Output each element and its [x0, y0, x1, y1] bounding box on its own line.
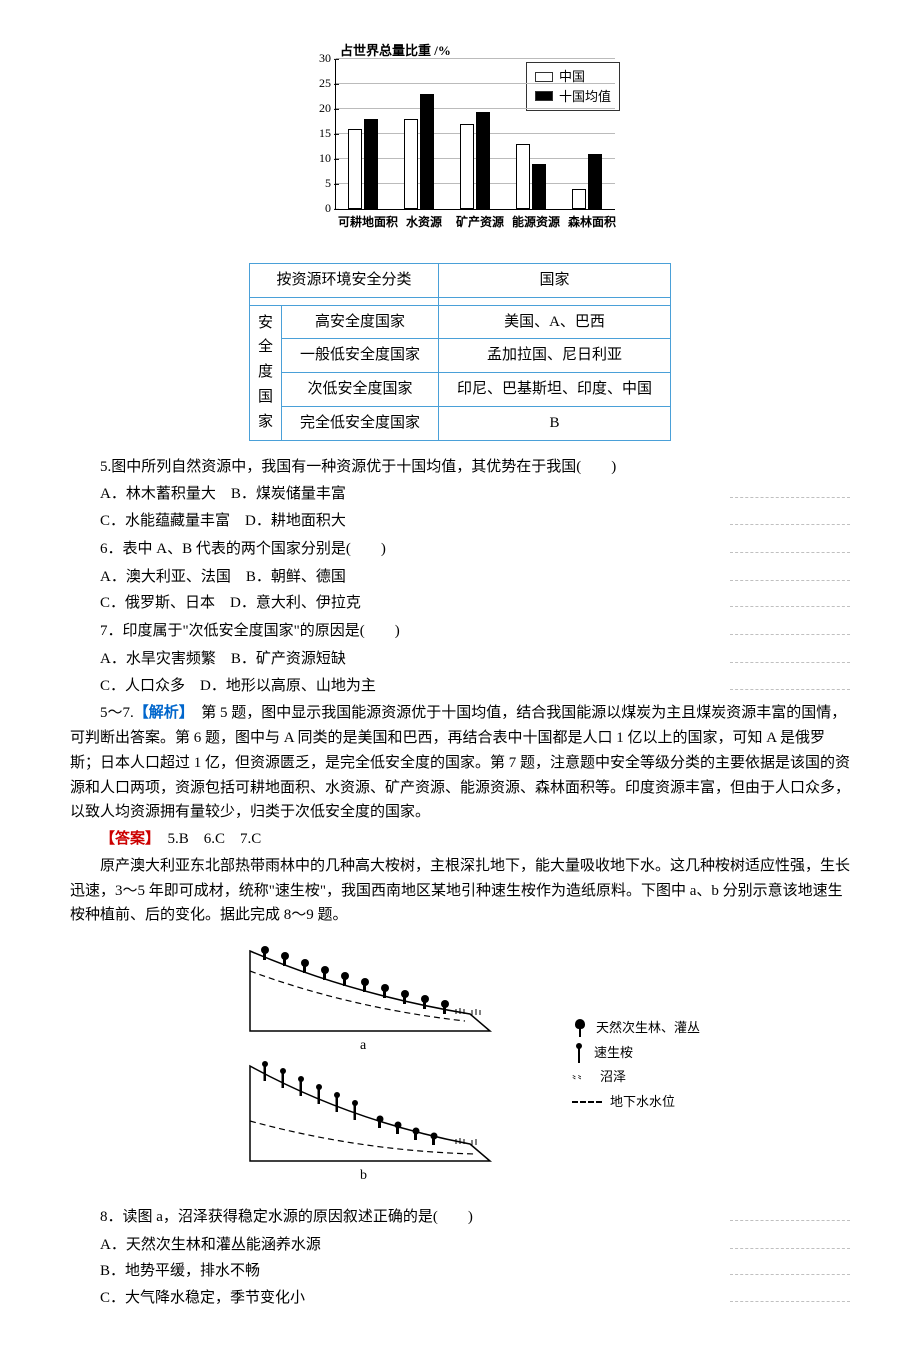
table-group-label: 安全度国家	[249, 305, 281, 440]
security-classification-table: 按资源环境安全分类 国家 安全度国家 高安全度国家 美国、A、巴西 一般低安全度…	[249, 263, 671, 441]
table-row-countries: 美国、A、巴西	[439, 305, 671, 339]
q5-stem: 5.图中所列自然资源中，我国有一种资源优于十国均值，其优势在于我国( )	[70, 455, 850, 480]
answers: 【答案】 5.B 6.C 7.C	[70, 827, 850, 852]
resource-bar-chart: 占世界总量比重 /% 中国 十国均值 051015202530可耕地面积水资源矿…	[70, 40, 850, 249]
legend-marsh: 沼泽	[600, 1065, 626, 1090]
dash-line-icon	[572, 1101, 602, 1103]
legend-fast: 速生桉	[594, 1041, 633, 1066]
q8-opt-a: A．天然次生林和灌丛能涵养水源	[70, 1233, 720, 1258]
q8-stem: 8．读图 a，沼泽获得稳定水源的原因叙述正确的是( )	[70, 1205, 720, 1230]
q5-opt-ab: A．林木蓄积量大 B．煤炭储量丰富	[70, 482, 720, 507]
analysis-label: 5～7.	[100, 705, 134, 721]
table-row-level: 完全低安全度国家	[281, 406, 438, 440]
analysis-tag: 【解析】	[134, 705, 187, 721]
diagram-legend: 天然次生林、灌丛 速生桉 〟〟沼泽 地下水水位	[572, 1016, 700, 1115]
q5-opt-cd: C．水能蕴藏量丰富 D．耕地面积大	[70, 509, 720, 534]
q8-opt-c: C．大气降水稳定，季节变化小	[70, 1286, 720, 1311]
fast-tree-icon	[572, 1043, 586, 1063]
passage: 原产澳大利亚东北部热带雨林中的几种高大桉树，主根深扎地下，能大量吸收地下水。这几…	[70, 854, 850, 928]
q6-opt-cd: C．俄罗斯、日本 D．意大利、伊拉克	[70, 591, 720, 616]
cross-section-diagram: a b 天然次生林、灌丛 速生桉 〟〟沼泽 地下水水位	[70, 936, 850, 1195]
chart-plot-area: 051015202530可耕地面积水资源矿产资源能源资源森林面积	[335, 60, 615, 210]
legend-water: 地下水水位	[610, 1090, 675, 1115]
native-tree-icon	[572, 1019, 588, 1037]
diagram-label-a: a	[360, 1034, 366, 1057]
hillside-svg	[220, 936, 520, 1186]
table-header-left: 按资源环境安全分类	[249, 263, 438, 297]
q7-opt-cd: C．人口众多 D．地形以高原、山地为主	[70, 674, 720, 699]
table-row-level: 次低安全度国家	[281, 373, 438, 407]
table-header-right: 国家	[439, 263, 671, 297]
answers-tag: 【答案】	[100, 831, 153, 847]
marsh-icon: 〟〟	[572, 1072, 592, 1084]
q6-opt-ab: A．澳大利亚、法国 B．朝鲜、德国	[70, 565, 720, 590]
table-row-level: 一般低安全度国家	[281, 339, 438, 373]
q7-opt-ab: A．水旱灾害频繁 B．矿产资源短缺	[70, 647, 720, 672]
analysis: 5～7.【解析】 第 5 题，图中显示我国能源资源优于十国均值，结合我国能源以煤…	[70, 701, 850, 825]
table-row-countries: 孟加拉国、尼日利亚	[439, 339, 671, 373]
q7-stem: 7．印度属于"次低安全度国家"的原因是( )	[70, 619, 720, 644]
diagram-label-b: b	[360, 1164, 367, 1187]
q6-stem: 6．表中 A、B 代表的两个国家分别是( )	[70, 537, 720, 562]
table-row-countries: B	[439, 406, 671, 440]
answers-text: 5.B 6.C 7.C	[153, 831, 262, 847]
analysis-text: 第 5 题，图中显示我国能源资源优于十国均值，结合我国能源以煤炭为主且煤炭资源丰…	[70, 705, 850, 820]
q8-opt-b: B．地势平缓，排水不畅	[70, 1259, 720, 1284]
table-row-countries: 印尼、巴基斯坦、印度、中国	[439, 373, 671, 407]
table-row-level: 高安全度国家	[281, 305, 438, 339]
legend-native: 天然次生林、灌丛	[596, 1016, 700, 1041]
